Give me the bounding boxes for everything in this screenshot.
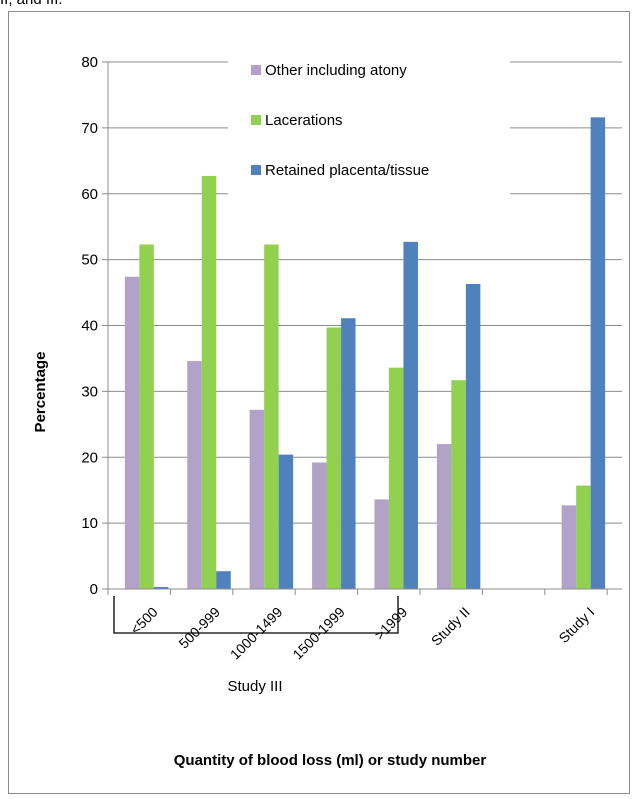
bar-other-including-atony-2 (249, 409, 265, 589)
legend-swatch (251, 115, 261, 125)
legend-swatch (251, 165, 261, 175)
gridlines (108, 61, 622, 524)
bar-lacerations-4 (388, 367, 404, 589)
y-tick-label: 50 (81, 252, 98, 269)
bar-retained-placenta-tissue-2 (278, 454, 294, 589)
bar-other-including-atony-3 (312, 462, 327, 589)
y-tick-label: 60 (81, 186, 98, 203)
bar-other-including-atony-4 (374, 499, 389, 589)
y-tick-label: 70 (81, 120, 98, 137)
legend-label: Retained placenta/tissue (265, 162, 429, 179)
bar-other-including-atony-0 (124, 276, 140, 589)
bars (124, 117, 606, 590)
x-tick-label: 500-999 (175, 604, 223, 652)
legend-background (228, 50, 510, 200)
bar-retained-placenta-tissue-0 (153, 587, 169, 589)
bar-retained-placenta-tissue-5 (465, 283, 481, 589)
bar-lacerations-0 (139, 244, 154, 589)
bar-lacerations-2 (264, 244, 279, 589)
legend-label: Other including atony (265, 62, 407, 79)
x-tick-label: >1999 (371, 604, 410, 643)
study-iii-label: Study III (227, 678, 282, 695)
bar-lacerations-5 (451, 380, 466, 589)
axes (102, 61, 622, 595)
y-tick-label: 10 (81, 515, 98, 532)
bar-retained-placenta-tissue-3 (341, 318, 356, 589)
y-tick-label: 80 (81, 54, 98, 71)
legend-swatch (251, 65, 261, 75)
y-tick-label: 40 (81, 318, 98, 335)
chart-frame (8, 11, 630, 794)
y-tick-label: 0 (90, 581, 98, 598)
bar-retained-placenta-tissue-7 (590, 117, 606, 590)
x-axis-title: Quantity of blood loss (ml) or study num… (174, 752, 487, 769)
y-tick-label: 30 (81, 383, 98, 400)
legend-label: Lacerations (265, 112, 343, 129)
y-axis-title: Percentage (32, 352, 49, 433)
bar-lacerations-3 (326, 327, 342, 589)
bar-other-including-atony-7 (561, 505, 577, 589)
bar-other-including-atony-1 (187, 361, 202, 589)
bar-lacerations-7 (576, 485, 591, 589)
bar-retained-placenta-tissue-1 (216, 571, 231, 589)
study-iii-bracket: Study III (113, 596, 399, 695)
y-tick-label: 20 (81, 449, 98, 466)
bar-lacerations-1 (201, 175, 217, 589)
bar-other-including-atony-5 (436, 444, 452, 589)
x-tick-label: Study I (555, 604, 597, 646)
caption-fragment: II, and III. (0, 0, 63, 8)
y-tick-labels: 0 10 20 30 40 50 60 70 80 (81, 54, 98, 598)
legend: Other including atony Lacerations Retained… (228, 50, 510, 200)
study-iii-bracket-line (113, 596, 399, 634)
x-tick-label: Study II (428, 604, 473, 649)
bar-retained-placenta-tissue-4 (403, 241, 418, 589)
